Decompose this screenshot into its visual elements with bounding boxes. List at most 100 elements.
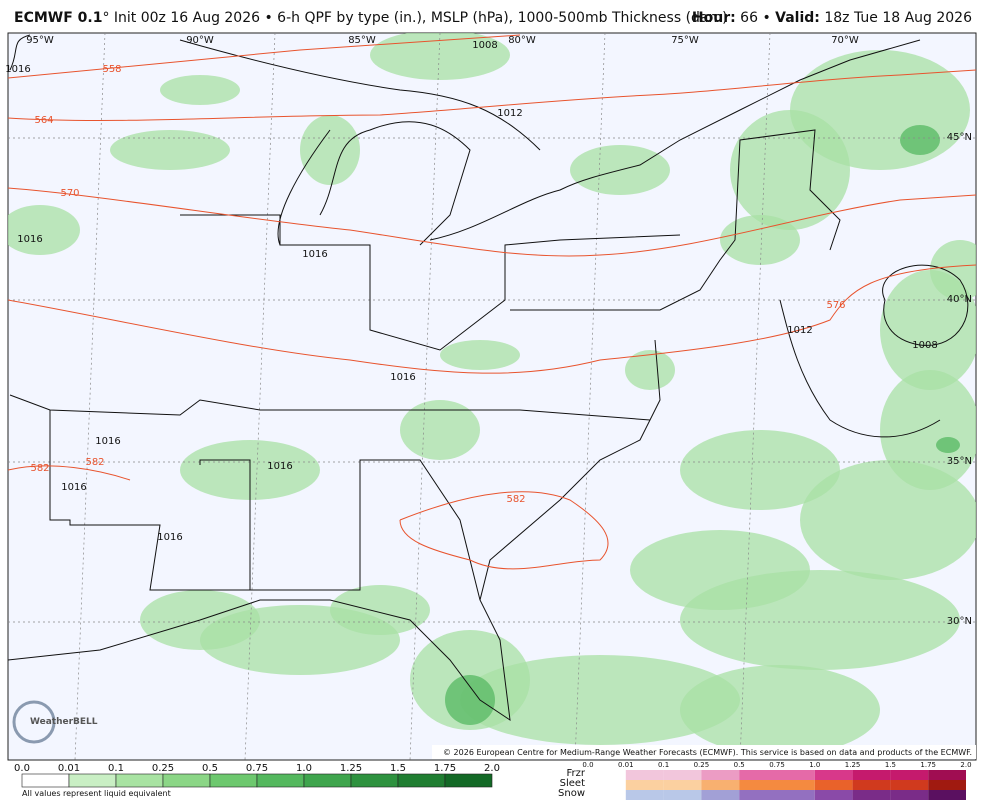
pressure-label: 1008 (912, 340, 937, 351)
type-swatch (928, 770, 966, 780)
qpf-label: 1.25 (340, 763, 362, 774)
type-swatch (625, 770, 664, 780)
longitude-label: 95°W (26, 35, 54, 46)
precip-area (720, 215, 800, 265)
thickness-label: 564 (34, 115, 53, 126)
precip-heavy (936, 437, 960, 453)
boundary (250, 459, 481, 601)
precip-area (680, 570, 960, 670)
type-swatch (663, 790, 702, 800)
type-swatch (852, 780, 891, 790)
description: ° Init 00z 16 Aug 2026 • 6-h QPF by type… (102, 10, 728, 26)
graticule (74, 33, 106, 760)
precip-area (8, 205, 80, 255)
type-swatch (701, 770, 740, 780)
thickness-contour (8, 69, 976, 121)
type-scale-label: 0.0 (582, 761, 593, 769)
title: ECMWF 0.1° Init 00z 16 Aug 2026 • 6-h QP… (14, 10, 728, 26)
type-swatch (701, 790, 740, 800)
type-swatch (739, 770, 777, 780)
precip-area (370, 33, 510, 80)
qpf-label: 0.1 (108, 763, 124, 774)
longitude-label: 85°W (348, 35, 376, 46)
qpf-swatch (209, 773, 258, 788)
precip-area (440, 340, 520, 370)
pressure-label: 1016 (17, 234, 42, 245)
type-swatch (625, 790, 664, 800)
precip-area (800, 460, 976, 580)
qpf-label: 0.0 (14, 763, 30, 774)
precip-heavy (445, 675, 495, 725)
pressure-label: 1016 (302, 249, 327, 260)
logo: WeatherBELL (30, 717, 98, 727)
type-swatch (663, 770, 702, 780)
thickness-label: 582 (85, 457, 104, 468)
valid: 18z Tue 18 Aug 2026 (824, 10, 972, 26)
latitude-label: 35°N (947, 456, 972, 467)
pressure-label: 1012 (497, 108, 522, 119)
pressure-label: 1008 (472, 40, 497, 51)
separator: • (762, 10, 771, 26)
latitude-label: 40°N (947, 294, 972, 305)
hour-label: Hour: (691, 10, 736, 26)
precip-area (160, 75, 240, 105)
boundary (277, 121, 471, 246)
qpf-label: 1.75 (434, 763, 456, 774)
pressure-label: 1016 (267, 461, 292, 472)
type-swatch (588, 780, 626, 790)
qpf-label: 1.5 (390, 763, 406, 774)
valid-label: Valid: (775, 10, 820, 26)
thickness-label: 582 (506, 494, 525, 505)
boundary (180, 214, 681, 351)
qpf-label: 0.5 (202, 763, 218, 774)
precip-area (300, 115, 360, 185)
boundary (9, 394, 651, 421)
type-scale-label: 0.5 (734, 761, 745, 769)
qpf-swatch (303, 773, 352, 788)
qpf-swatch (256, 773, 305, 788)
type-label: Snow (558, 788, 585, 799)
qpf-label: 0.25 (152, 763, 174, 774)
qpf-swatch (350, 773, 399, 788)
type-scale-label: 1.0 (809, 761, 820, 769)
longitude-label: 70°W (831, 35, 859, 46)
type-swatch (890, 770, 929, 780)
graticule (739, 33, 771, 760)
thickness-label: 558 (102, 64, 121, 75)
qpf-swatch (444, 773, 493, 788)
latitude-label: 30°N (947, 616, 972, 627)
type-scale-label: 1.5 (885, 761, 896, 769)
precip-area (110, 130, 230, 170)
type-label: Frzr (567, 768, 586, 779)
boundary (779, 264, 969, 438)
pressure-label: 1016 (157, 532, 182, 543)
latitude-label: 45°N (947, 132, 972, 143)
type-label: Sleet (560, 778, 585, 789)
precip-area (680, 665, 880, 755)
type-swatch (739, 790, 777, 800)
type-scale-label: 0.75 (769, 761, 785, 769)
type-swatch (588, 770, 626, 780)
type-swatch (814, 790, 853, 800)
thickness-label: 576 (826, 300, 845, 311)
longitude-label: 90°W (186, 35, 214, 46)
map-layer (8, 33, 976, 760)
precip-area (930, 240, 976, 300)
type-swatch (663, 780, 702, 790)
precip-area (790, 50, 970, 170)
logo-mark (12, 700, 56, 744)
header: ECMWF 0.1° Init 00z 16 Aug 2026 • 6-h QP… (0, 0, 984, 33)
boundary (9, 34, 541, 151)
type-swatch (852, 770, 891, 780)
precip-area (880, 370, 976, 490)
thickness-label: 570 (60, 188, 79, 199)
qpf-swatch (115, 773, 164, 788)
precip-area (330, 585, 430, 635)
qpf-label: 0.01 (58, 763, 80, 774)
thickness-contour (8, 187, 976, 257)
qpf-label: 2.0 (484, 763, 500, 774)
pressure-label: 1016 (390, 372, 415, 383)
hour: 66 (740, 10, 758, 26)
valid-info: Hour: 66 • Valid: 18z Tue 18 Aug 2026 (692, 10, 972, 26)
type-swatch (777, 790, 815, 800)
